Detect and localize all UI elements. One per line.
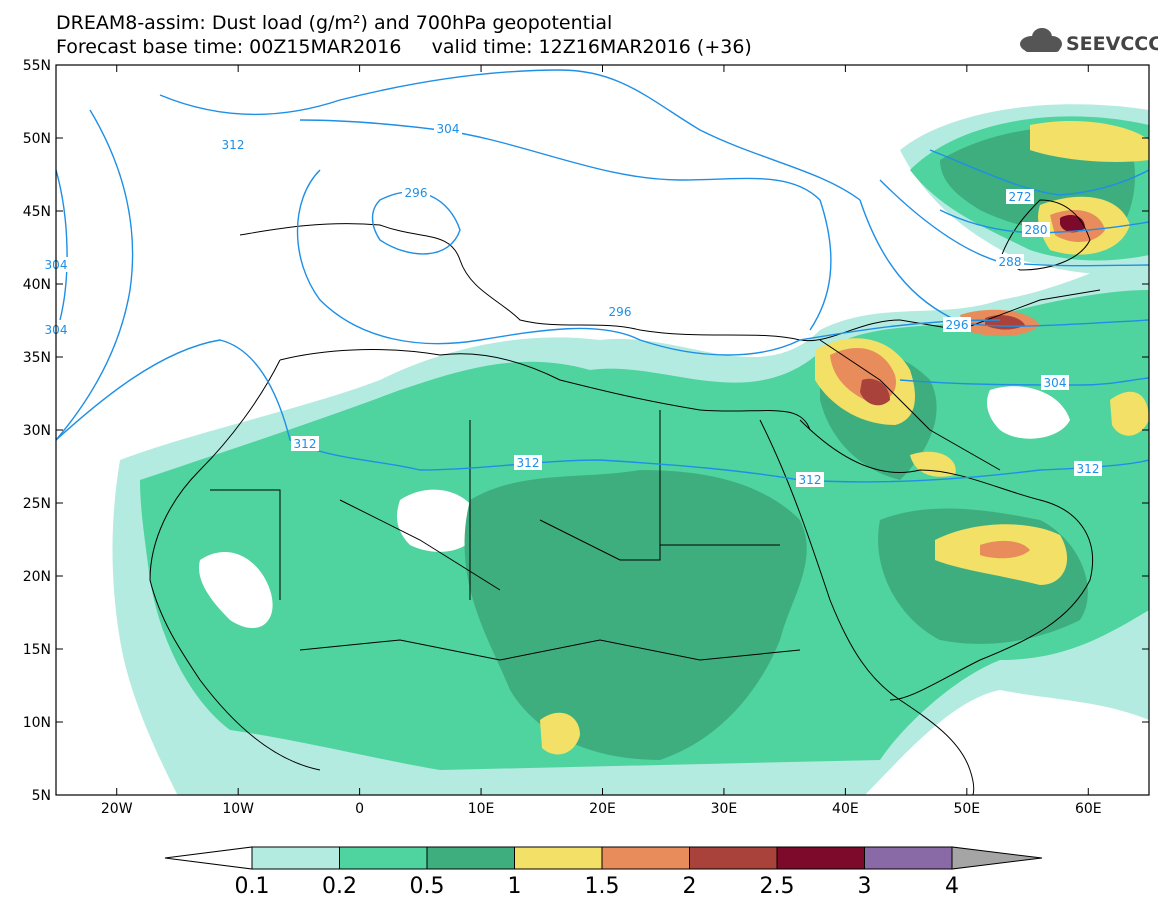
- forecast-time-line: Forecast base time: 00Z15MAR2016 valid t…: [56, 36, 752, 58]
- coastline-east-africa: [899, 699, 975, 795]
- dust-gap: [397, 489, 480, 552]
- contour-304-west: [56, 169, 68, 321]
- lon-tick-label: 40E: [832, 801, 859, 817]
- coastline-arabia: [799, 419, 1094, 701]
- contour-label: 312: [222, 138, 245, 152]
- contour-label: 304: [1044, 376, 1067, 390]
- contour-label: 312: [799, 473, 822, 487]
- border-sahel: [299, 639, 801, 661]
- colorbar-high-arrow: [951, 846, 1043, 870]
- colorbar-label: 4: [945, 874, 959, 899]
- contour-label: 312: [294, 437, 317, 451]
- contour-312-west: [56, 109, 134, 441]
- border-sahara: [210, 410, 780, 600]
- dust-region-maroon: [1060, 215, 1085, 233]
- dust-gap: [987, 386, 1070, 439]
- contour-label: 272: [1009, 190, 1032, 204]
- lat-tick-label: 50N: [23, 131, 51, 147]
- contour-label: 312: [1077, 462, 1100, 476]
- contour-label: 296: [946, 318, 969, 332]
- colorbar-label: 2: [683, 874, 697, 899]
- lat-tick-label: 35N: [23, 350, 51, 366]
- lon-tick-label: 10W: [222, 801, 254, 817]
- dust-gap: [199, 551, 273, 629]
- lat-tick-label: 45N: [23, 204, 51, 220]
- contour-labels: 3123042963123042722802882963043123123122…: [42, 121, 1102, 487]
- colorbar-swatch: [426, 846, 515, 870]
- colorbar-label: 0.2: [322, 874, 357, 899]
- colorbar-label: 0.5: [410, 874, 445, 899]
- lat-tick-label: 25N: [23, 496, 51, 512]
- contour-label: 280: [1025, 223, 1048, 237]
- lon-tick-label: 20E: [589, 801, 616, 817]
- lon-tick-label: 60E: [1075, 801, 1102, 817]
- contour-label: 288: [999, 255, 1022, 269]
- coastline-north-africa: [279, 349, 811, 431]
- dust-region-yellow: [1110, 391, 1149, 436]
- lon-tick-label: 30E: [711, 801, 738, 817]
- longitude-axis: 20W 10W 0 10E 20E 30E 40E 50E 60E: [101, 65, 1102, 817]
- country-borders: [149, 199, 1101, 795]
- lat-tick-label: 30N: [23, 423, 51, 439]
- colorbar-swatch: [339, 846, 428, 870]
- colorbar-swatch: [864, 846, 953, 870]
- dust-region-yellow: [1030, 120, 1149, 162]
- contour-280-east: [939, 209, 1149, 234]
- colorbar-swatch: [776, 846, 865, 870]
- dust-region-yellow: [540, 712, 580, 755]
- lat-tick-label: 15N: [23, 642, 51, 658]
- contour-label: 296: [609, 305, 632, 319]
- border-middle-east: [819, 289, 1101, 471]
- contour-312-north: [159, 69, 861, 201]
- logo-text: SEEVCCC: [1066, 33, 1158, 55]
- colorbar-swatch: [514, 846, 603, 870]
- lat-tick-label: 40N: [23, 277, 51, 293]
- lat-tick-label: 20N: [23, 569, 51, 585]
- contour-label: 312: [517, 456, 540, 470]
- colorbar-swatch: [251, 846, 340, 870]
- dust-region-dark: [464, 470, 807, 760]
- contour-304-trough: [296, 169, 1001, 356]
- colorbar-label: 3: [858, 874, 872, 899]
- contour-label: 304: [437, 122, 460, 136]
- lon-tick-label: 10E: [468, 801, 495, 817]
- latitude-axis: 55N 50N 45N 40N 35N 30N 25N 20N 15N 10N 5N: [23, 58, 1149, 804]
- colorbar-label: 0.1: [235, 874, 270, 899]
- coastline-west-africa: [149, 359, 321, 771]
- dust-region-orange: [980, 540, 1030, 559]
- coastline-red-sea: [759, 419, 901, 701]
- dust-region-yellow: [910, 451, 956, 477]
- colorbar-label: 1.5: [585, 874, 620, 899]
- contour-304-north: [299, 119, 832, 331]
- lat-tick-label: 55N: [23, 58, 51, 74]
- lon-tick-label: 0: [355, 801, 364, 817]
- dust-field: [112, 104, 1149, 795]
- cloud-icon: [1020, 28, 1062, 52]
- lat-tick-label: 10N: [23, 715, 51, 731]
- map-title: DREAM8-assim: Dust load (g/m²) and 700hP…: [56, 12, 613, 34]
- contour-label: 296: [405, 186, 428, 200]
- colorbar-low-arrow: [164, 846, 253, 870]
- contour-272-east: [929, 149, 1149, 196]
- colorbar-swatch: [689, 846, 778, 870]
- lon-tick-label: 20W: [101, 801, 133, 817]
- colorbar-swatch: [601, 846, 690, 870]
- geopotential-contours: [56, 69, 1149, 483]
- dust-region-brown: [860, 378, 890, 406]
- colorbar-label: 2.5: [760, 874, 795, 899]
- seevccc-logo: SEEVCCC: [1020, 28, 1158, 55]
- lat-tick-label: 5N: [32, 788, 51, 804]
- colorbar-label: 1: [508, 874, 522, 899]
- lon-tick-label: 50E: [953, 801, 980, 817]
